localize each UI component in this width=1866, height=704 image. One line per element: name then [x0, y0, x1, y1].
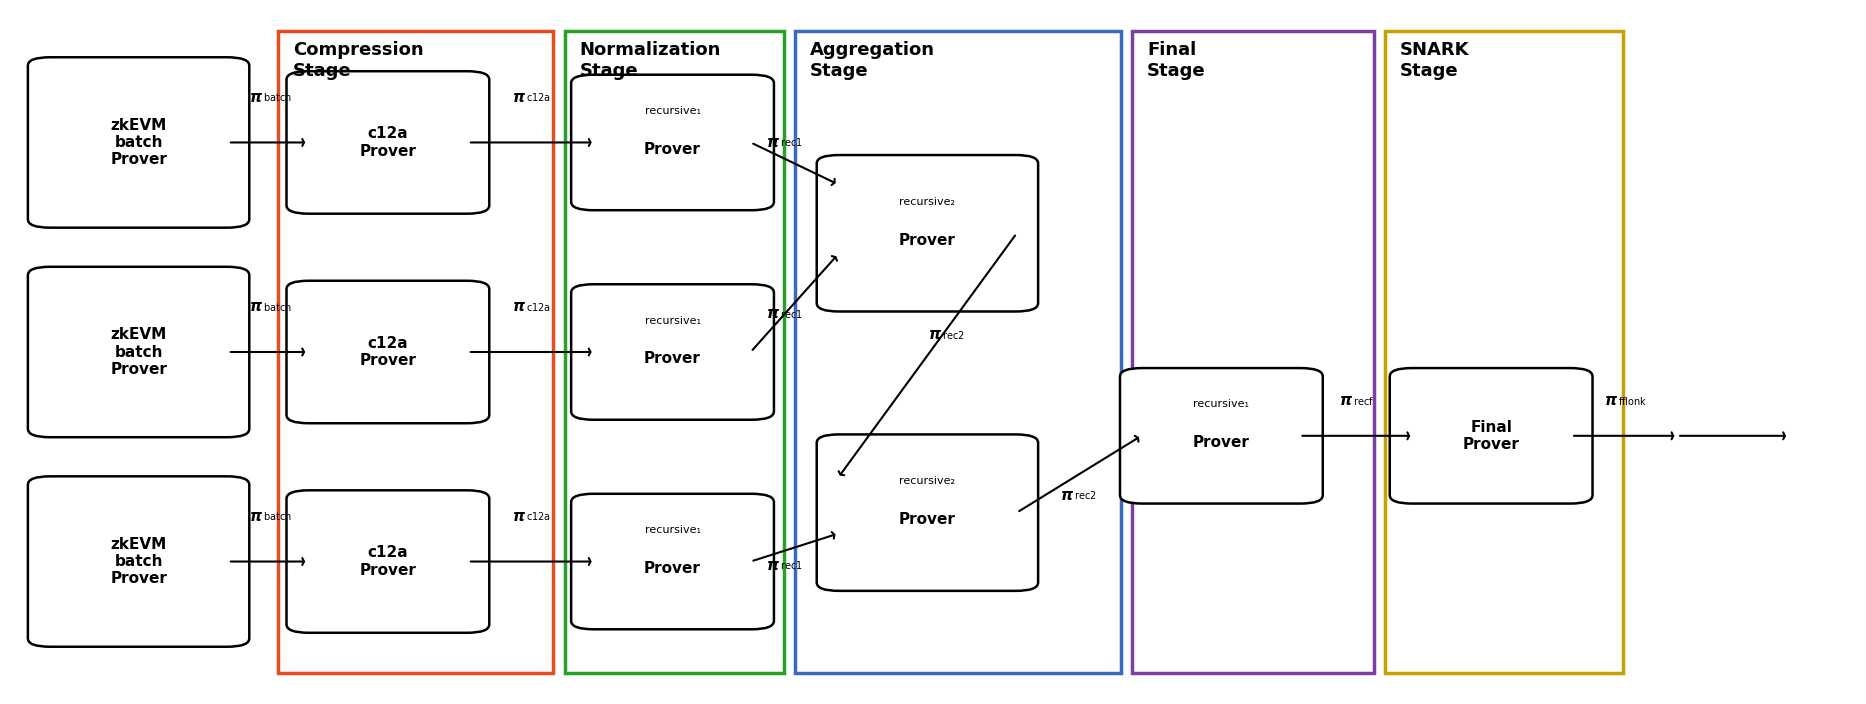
Text: c12a
Prover: c12a Prover	[360, 126, 416, 158]
FancyBboxPatch shape	[287, 71, 489, 214]
Text: Prover: Prover	[899, 512, 955, 527]
Text: $\boldsymbol{\pi}$: $\boldsymbol{\pi}$	[1340, 394, 1353, 408]
Text: recursive₁: recursive₁	[1194, 399, 1250, 410]
Text: recursive₁: recursive₁	[644, 106, 700, 116]
FancyBboxPatch shape	[1385, 31, 1623, 673]
Text: c12a
Prover: c12a Prover	[360, 336, 416, 368]
FancyBboxPatch shape	[278, 31, 554, 673]
Text: zkEVM
batch
Prover: zkEVM batch Prover	[110, 327, 168, 377]
Text: $_{\rm batch}$: $_{\rm batch}$	[263, 509, 291, 523]
Text: recursive₂: recursive₂	[899, 476, 955, 486]
FancyBboxPatch shape	[28, 57, 250, 227]
FancyBboxPatch shape	[795, 31, 1121, 673]
Text: Aggregation
Stage: Aggregation Stage	[810, 42, 935, 80]
Text: $\boldsymbol{\pi}$: $\boldsymbol{\pi}$	[927, 327, 942, 342]
FancyBboxPatch shape	[287, 281, 489, 423]
Text: $\boldsymbol{\pi}$: $\boldsymbol{\pi}$	[511, 508, 526, 524]
Text: $\boldsymbol{\pi}$: $\boldsymbol{\pi}$	[1060, 488, 1075, 503]
Text: recursive₂: recursive₂	[899, 197, 955, 207]
FancyBboxPatch shape	[565, 31, 784, 673]
Text: $\boldsymbol{\pi}$: $\boldsymbol{\pi}$	[511, 89, 526, 105]
FancyBboxPatch shape	[28, 267, 250, 437]
Text: $_{\rm rec1}$: $_{\rm rec1}$	[780, 558, 802, 572]
Text: $\boldsymbol{\pi}$: $\boldsymbol{\pi}$	[250, 508, 263, 524]
Text: $_{\rm c12a}$: $_{\rm c12a}$	[526, 300, 550, 313]
Text: Prover: Prover	[1192, 435, 1250, 451]
Text: $_{\rm rec2}$: $_{\rm rec2}$	[942, 327, 965, 341]
Text: Final
Prover: Final Prover	[1463, 420, 1519, 452]
Text: $\boldsymbol{\pi}$: $\boldsymbol{\pi}$	[767, 306, 780, 321]
Text: Compression
Stage: Compression Stage	[293, 42, 424, 80]
Text: c12a
Prover: c12a Prover	[360, 546, 416, 578]
Text: Prover: Prover	[899, 233, 955, 248]
FancyBboxPatch shape	[571, 284, 774, 420]
Text: $_{\rm c12a}$: $_{\rm c12a}$	[526, 90, 550, 104]
Text: $_{\rm recf}$: $_{\rm recf}$	[1353, 394, 1375, 408]
FancyBboxPatch shape	[571, 494, 774, 629]
FancyBboxPatch shape	[817, 155, 1037, 311]
Text: $\boldsymbol{\pi}$: $\boldsymbol{\pi}$	[767, 558, 780, 572]
Text: $_{\rm c12a}$: $_{\rm c12a}$	[526, 509, 550, 523]
Text: Prover: Prover	[644, 561, 702, 576]
Text: $\boldsymbol{\pi}$: $\boldsymbol{\pi}$	[1603, 394, 1618, 408]
Text: Normalization
Stage: Normalization Stage	[580, 42, 720, 80]
Text: recursive₁: recursive₁	[644, 525, 700, 535]
Text: $\boldsymbol{\pi}$: $\boldsymbol{\pi}$	[767, 135, 780, 150]
Text: SNARK
Stage: SNARK Stage	[1400, 42, 1469, 80]
Text: zkEVM
batch
Prover: zkEVM batch Prover	[110, 536, 168, 586]
FancyBboxPatch shape	[1120, 368, 1323, 503]
Text: Prover: Prover	[644, 351, 702, 367]
Text: $_{\rm rec1}$: $_{\rm rec1}$	[780, 135, 802, 149]
Text: $_{\rm batch}$: $_{\rm batch}$	[263, 90, 291, 104]
Text: $\boldsymbol{\pi}$: $\boldsymbol{\pi}$	[511, 299, 526, 314]
Text: $_{\rm rec1}$: $_{\rm rec1}$	[780, 306, 802, 320]
Text: $_{\rm rec2}$: $_{\rm rec2}$	[1075, 488, 1097, 502]
FancyBboxPatch shape	[817, 434, 1037, 591]
FancyBboxPatch shape	[28, 477, 250, 647]
Text: Prover: Prover	[644, 142, 702, 157]
FancyBboxPatch shape	[571, 75, 774, 210]
Text: $_{\rm batch}$: $_{\rm batch}$	[263, 300, 291, 313]
Text: Final
Stage: Final Stage	[1148, 42, 1205, 80]
Text: $_{\rm fflonk}$: $_{\rm fflonk}$	[1618, 394, 1648, 408]
Text: recursive₁: recursive₁	[644, 315, 700, 325]
Text: zkEVM
batch
Prover: zkEVM batch Prover	[110, 118, 168, 168]
FancyBboxPatch shape	[1133, 31, 1373, 673]
FancyBboxPatch shape	[287, 490, 489, 633]
Text: $\boldsymbol{\pi}$: $\boldsymbol{\pi}$	[250, 89, 263, 105]
FancyBboxPatch shape	[1390, 368, 1592, 503]
Text: $\boldsymbol{\pi}$: $\boldsymbol{\pi}$	[250, 299, 263, 314]
